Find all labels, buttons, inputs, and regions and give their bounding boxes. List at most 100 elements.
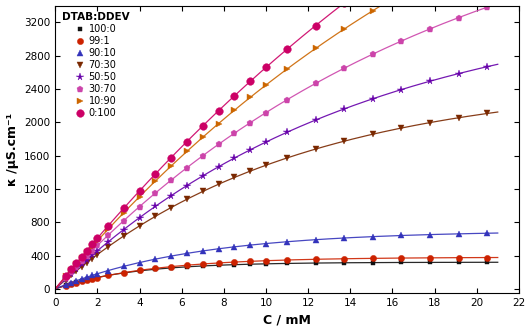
99:1 xyxy=(184,263,190,267)
10:90 xyxy=(105,227,111,231)
50:50 xyxy=(121,227,127,231)
99:1 xyxy=(79,279,85,283)
10:90 xyxy=(63,275,69,279)
10:90 xyxy=(247,96,253,100)
99:1 xyxy=(68,282,74,286)
90:10 xyxy=(284,240,290,244)
30:70 xyxy=(184,166,190,170)
30:70 xyxy=(284,98,290,102)
70:30 xyxy=(312,147,319,151)
100:0 xyxy=(168,266,174,270)
50:50 xyxy=(63,277,69,281)
50:50 xyxy=(79,262,85,266)
70:30 xyxy=(456,116,462,120)
50:50 xyxy=(94,249,100,253)
90:10 xyxy=(63,283,69,287)
100:0 xyxy=(121,271,127,275)
99:1 xyxy=(136,268,143,272)
99:1 xyxy=(63,284,69,288)
50:50 xyxy=(84,258,90,262)
100:0 xyxy=(68,282,74,286)
0:100 xyxy=(184,139,190,143)
100:0 xyxy=(152,267,158,271)
90:10 xyxy=(73,279,80,283)
30:70 xyxy=(168,178,174,182)
30:70 xyxy=(456,16,462,20)
0:100 xyxy=(312,24,319,28)
100:0 xyxy=(427,260,433,264)
99:1 xyxy=(200,262,206,266)
X-axis label: C / mM: C / mM xyxy=(263,313,311,326)
99:1 xyxy=(284,258,290,262)
100:0 xyxy=(216,263,222,267)
90:10 xyxy=(456,232,462,236)
0:100 xyxy=(84,249,90,253)
30:70 xyxy=(484,5,491,9)
99:1 xyxy=(84,278,90,282)
90:10 xyxy=(168,254,174,258)
90:10 xyxy=(121,264,127,268)
Line: 100:0: 100:0 xyxy=(63,260,490,288)
50:50 xyxy=(216,165,222,169)
100:0 xyxy=(184,265,190,269)
0:100 xyxy=(231,94,237,98)
50:50 xyxy=(427,79,433,83)
30:70 xyxy=(121,219,127,223)
100:0 xyxy=(312,261,319,265)
Line: 50:50: 50:50 xyxy=(62,63,491,283)
50:50 xyxy=(152,205,158,208)
90:10 xyxy=(89,274,95,278)
30:70 xyxy=(312,81,319,85)
99:1 xyxy=(121,271,127,275)
10:90 xyxy=(136,195,143,199)
50:50 xyxy=(341,107,347,111)
99:1 xyxy=(168,265,174,269)
10:90 xyxy=(216,122,222,125)
50:50 xyxy=(105,240,111,244)
30:70 xyxy=(68,270,74,274)
99:1 xyxy=(398,256,405,260)
99:1 xyxy=(216,261,222,265)
70:30 xyxy=(84,261,90,265)
99:1 xyxy=(484,256,491,260)
70:30 xyxy=(94,253,100,257)
90:10 xyxy=(427,233,433,237)
0:100 xyxy=(136,189,143,193)
90:10 xyxy=(84,275,90,279)
70:30 xyxy=(484,112,491,116)
100:0 xyxy=(370,261,376,265)
90:10 xyxy=(247,243,253,247)
99:1 xyxy=(94,276,100,280)
70:30 xyxy=(79,265,85,269)
90:10 xyxy=(79,277,85,281)
90:10 xyxy=(105,269,111,273)
30:70 xyxy=(247,121,253,125)
Y-axis label: κ /μS.cm⁻¹: κ /μS.cm⁻¹ xyxy=(5,113,19,186)
99:1 xyxy=(89,277,95,281)
10:90 xyxy=(263,83,269,87)
30:70 xyxy=(427,27,433,31)
10:90 xyxy=(68,268,74,272)
50:50 xyxy=(168,194,174,198)
Legend: 100:0, 99:1, 90:10, 70:30, 50:50, 30:70, 10:90, 0:100: 100:0, 99:1, 90:10, 70:30, 50:50, 30:70,… xyxy=(59,9,133,121)
30:70 xyxy=(89,249,95,253)
Line: 10:90: 10:90 xyxy=(63,0,490,280)
10:90 xyxy=(370,9,376,13)
50:50 xyxy=(398,88,405,92)
30:70 xyxy=(398,39,405,43)
0:100 xyxy=(94,236,100,240)
Line: 70:30: 70:30 xyxy=(63,110,490,283)
30:70 xyxy=(370,52,376,56)
100:0 xyxy=(200,264,206,268)
Line: 99:1: 99:1 xyxy=(63,254,490,289)
30:70 xyxy=(73,265,80,269)
30:70 xyxy=(231,131,237,135)
70:30 xyxy=(284,156,290,160)
100:0 xyxy=(94,276,100,280)
30:70 xyxy=(105,233,111,237)
90:10 xyxy=(312,238,319,242)
90:10 xyxy=(341,236,347,240)
70:30 xyxy=(68,273,74,277)
90:10 xyxy=(398,233,405,237)
30:70 xyxy=(136,205,143,208)
